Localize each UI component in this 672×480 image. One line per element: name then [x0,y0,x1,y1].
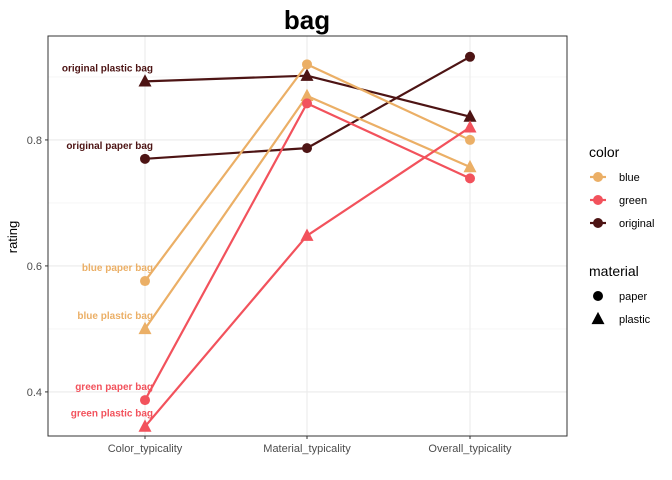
series-blue-plastic-bag: blue plastic bag [77,88,477,335]
y-tick-label: 0.8 [27,135,42,147]
legend: color blue green original material paper plast… [589,144,654,326]
data-point [302,143,312,154]
data-point [300,228,314,241]
plot-panel: 0.4 0.6 0.8 Color_typicality Material_typica… [27,35,568,455]
legend-label: blue [619,172,640,184]
y-tick-label: 0.4 [27,387,42,399]
series-original-plastic-bag: original plastic bag [62,63,477,122]
data-point [138,321,152,335]
data-label: blue plastic bag [77,311,153,322]
data-point [463,159,477,173]
legend-key-shape [591,311,605,325]
data-point [138,74,152,87]
series-blue-paper-bag: blue paper bag [82,59,475,287]
legend-key-point [593,195,603,205]
data-label: green plastic bag [71,409,153,420]
data-point [138,419,152,432]
legend-title-material: material [589,263,639,279]
data-label: original plastic bag [62,63,153,74]
legend-label: green [619,195,647,207]
data-label: original paper bag [66,141,153,152]
y-axis-title: rating [5,221,20,254]
data-point [140,395,150,406]
data-point [465,134,475,145]
data-point [465,173,475,184]
legend-key-point [593,218,603,228]
data-point [302,98,312,109]
data-point [300,88,314,102]
legend-label: original [619,218,654,230]
series-original-paper-bag: original paper bag [66,51,475,164]
legend-key-shape [593,291,603,301]
data-point [140,276,150,287]
series-green-paper-bag: green paper bag [75,98,475,406]
data-point [300,68,314,81]
x-tick-label: Color_typicality [108,443,183,455]
series-green-plastic-bag: green plastic bag [71,120,477,432]
legend-label: plastic [619,314,651,326]
data-label: green paper bag [75,382,153,393]
legend-label: paper [619,291,647,303]
x-tick-label: Overall_typicality [428,443,512,455]
legend-title-color: color [589,144,620,160]
data-point [140,153,150,164]
data-label: blue paper bag [82,263,153,274]
legend-key-point [593,172,603,182]
data-point [465,51,475,62]
x-tick-label: Material_typicality [263,443,351,455]
y-tick-label: 0.6 [27,261,42,273]
data-point [302,59,312,70]
data-point [463,120,477,133]
chart-title: bag [284,5,330,35]
data-point [463,109,477,122]
